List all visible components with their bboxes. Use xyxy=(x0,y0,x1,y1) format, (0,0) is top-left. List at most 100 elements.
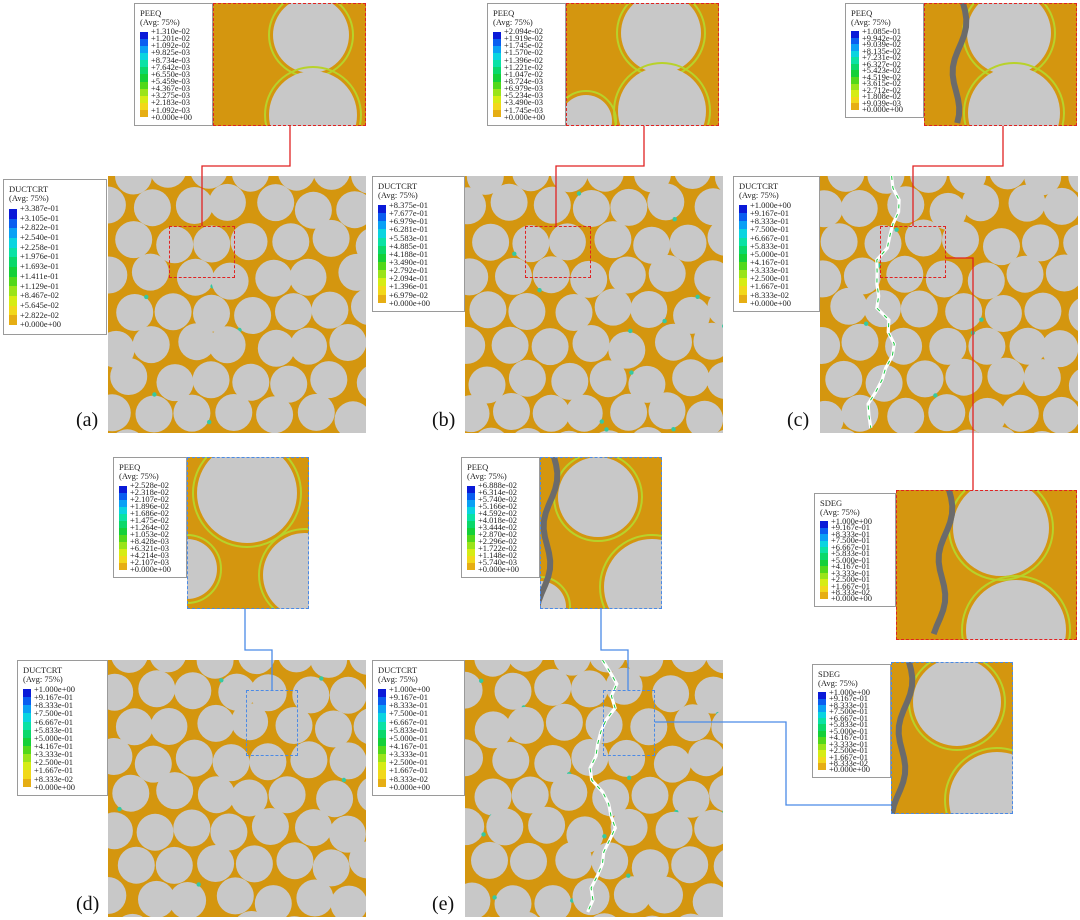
legend-value: +8.333e-01 xyxy=(34,700,74,711)
strain-hotspot xyxy=(576,191,582,196)
panel-a-field xyxy=(108,176,366,433)
legend-value: +2.822e-02 xyxy=(20,309,60,320)
fiber xyxy=(674,176,711,189)
fiber xyxy=(117,846,155,884)
fiber xyxy=(336,191,366,229)
fiber xyxy=(694,188,723,226)
legend-value: +1.896e-02 xyxy=(130,501,170,511)
panel-e-field xyxy=(465,660,723,917)
fiber xyxy=(249,743,287,781)
legend-value: +6.979e-03 xyxy=(504,83,544,94)
fiber xyxy=(216,877,254,915)
legend-value: +3.333e-01 xyxy=(831,567,871,578)
fiber xyxy=(290,741,328,779)
legend-averaging: (Avg: 75%) xyxy=(119,471,159,481)
fiber xyxy=(290,327,327,365)
fiber xyxy=(115,221,153,259)
fiber xyxy=(269,71,357,126)
fiber xyxy=(310,660,348,678)
legend-value: +1.475e-02 xyxy=(130,515,170,525)
fiber xyxy=(827,176,865,192)
legend-value: +1.310e-02 xyxy=(151,26,191,36)
fiber xyxy=(278,176,315,191)
fiber xyxy=(672,359,710,397)
legend-value: +1.047e-02 xyxy=(504,68,544,79)
legend-value: +2.822e-01 xyxy=(20,222,60,233)
legend-value: +1.221e-02 xyxy=(504,61,544,72)
fiber xyxy=(493,393,530,430)
legend-value: +7.500e-01 xyxy=(389,708,429,719)
fiber xyxy=(1068,176,1078,193)
legend-value: +3.105e-01 xyxy=(20,212,60,223)
fiber xyxy=(913,662,1001,746)
fiber xyxy=(122,913,143,917)
fiber xyxy=(713,850,723,883)
fiber xyxy=(711,911,723,917)
fiber xyxy=(1008,184,1046,222)
legend-value: +1.000e+00 xyxy=(829,687,870,697)
legend-value: +0.000e+00 xyxy=(151,111,192,122)
legend-value: +1.148e-02 xyxy=(478,550,518,560)
legend-averaging: (Avg: 75%) xyxy=(467,471,507,481)
legend-value: +4.167e-01 xyxy=(829,732,869,743)
fiber xyxy=(196,660,234,679)
fiber xyxy=(231,703,269,741)
strain-hotspot xyxy=(864,321,869,326)
legend-value: +4.519e-02 xyxy=(862,71,902,82)
legend-value: +7.500e-01 xyxy=(831,535,871,546)
fiber xyxy=(508,293,546,330)
inset-c xyxy=(924,3,1077,126)
legend-value: +1.745e-02 xyxy=(504,40,544,51)
legend-value: +8.724e-03 xyxy=(504,75,544,86)
fiber xyxy=(263,533,309,609)
fiber xyxy=(967,262,1005,300)
legend-variable-name: DUCTCRT xyxy=(9,184,49,194)
legend-value: +5.740e-03 xyxy=(478,557,518,567)
fiber xyxy=(197,776,235,814)
legend-color-bar xyxy=(467,485,475,570)
fiber xyxy=(594,288,632,326)
fiber xyxy=(652,675,690,713)
legend-value: +1.396e-01 xyxy=(389,281,429,292)
legend-value: +3.333e-01 xyxy=(389,749,429,760)
legend-value: +2.528e-02 xyxy=(130,480,170,490)
fiber xyxy=(108,394,131,432)
fiber xyxy=(108,812,133,850)
fiber xyxy=(255,259,293,297)
fiber xyxy=(193,294,230,332)
fiber xyxy=(1043,396,1078,433)
fiber xyxy=(289,258,327,296)
legend-value: +1.693e-01 xyxy=(20,261,60,272)
fiber xyxy=(511,776,549,814)
inset-d-frame xyxy=(187,457,309,609)
fiber xyxy=(910,176,947,193)
legend-value: +9.167e-01 xyxy=(34,692,74,703)
fiber xyxy=(356,366,366,399)
legend-value: +7.500e-01 xyxy=(750,224,790,235)
fiber xyxy=(929,192,967,230)
strain-hotspot xyxy=(341,777,347,783)
damage-band xyxy=(540,457,561,609)
legend-value: +9.167e-01 xyxy=(829,693,869,704)
connector-c xyxy=(912,126,1004,226)
legend-value: +6.327e-02 xyxy=(862,58,902,69)
fiber xyxy=(257,184,295,222)
legend-value: +3.333e-01 xyxy=(750,265,790,276)
fiber xyxy=(329,676,366,714)
fiber xyxy=(108,738,133,775)
connector-b xyxy=(555,126,645,226)
legend-value: +5.833e-01 xyxy=(750,240,790,251)
fiber xyxy=(841,323,879,361)
fiber xyxy=(111,660,148,673)
fiber xyxy=(694,809,723,847)
fiber xyxy=(570,260,608,298)
legend-value: +6.667e-01 xyxy=(34,716,74,727)
fiber xyxy=(278,660,314,673)
strain-hotspot xyxy=(537,288,542,293)
legend-value: +1.000e+00 xyxy=(34,684,75,694)
roi-b xyxy=(525,226,591,278)
strain-hotspot xyxy=(671,427,676,432)
legend-value: +5.459e-03 xyxy=(151,75,191,86)
fiber xyxy=(472,223,510,261)
fiber xyxy=(508,359,546,397)
